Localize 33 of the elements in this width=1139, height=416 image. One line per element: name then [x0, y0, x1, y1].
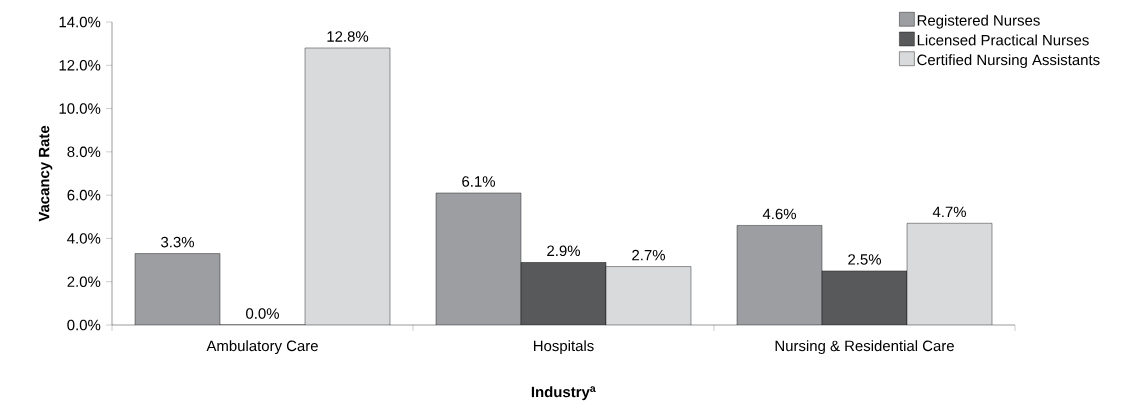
bar	[736, 225, 823, 325]
x-axis-title: Industry$^{a}$	[531, 386, 596, 401]
y-tick-label: 2.0%	[67, 276, 101, 287]
bar	[135, 253, 221, 325]
y-tick-label: 6.0%	[67, 189, 101, 201]
bar	[436, 192, 522, 325]
legend-label: Licensed Practical Nurses	[917, 34, 1089, 46]
bar	[305, 47, 391, 325]
y-axis-title: Vacancy Rate	[38, 125, 53, 222]
data-label: 2.9%	[547, 245, 580, 257]
data-label: 0.0%	[246, 308, 279, 319]
x-tick-label: Nursing & Residential Care	[775, 340, 954, 355]
bar	[521, 262, 607, 325]
y-tick-label: 0.0%	[67, 319, 101, 331]
x-tick-label: Ambulatory Care	[206, 340, 318, 355]
y-tick-label: 12.0%	[59, 59, 101, 71]
bar	[906, 223, 993, 325]
y-tick-label: 8.0%	[67, 146, 101, 158]
bar	[821, 270, 908, 325]
data-label: 6.1%	[462, 176, 495, 187]
y-tick-label: 14.0%	[59, 16, 101, 28]
data-label: 3.3%	[161, 236, 194, 248]
data-label: 12.8%	[327, 31, 369, 42]
data-label: 4.7%	[932, 206, 967, 218]
legend-label: Certified Nursing Assistants	[917, 54, 1100, 69]
bar	[606, 266, 692, 325]
data-label: 2.7%	[632, 249, 665, 261]
y-tick-label: 4.0%	[67, 233, 101, 244]
y-tick-label: 10.0%	[59, 103, 101, 114]
x-tick-label: Hospitals	[534, 340, 594, 355]
data-label: 4.6%	[762, 208, 797, 220]
legend-label: Registered Nurses	[917, 14, 1040, 29]
data-label: 2.5%	[848, 254, 882, 265]
